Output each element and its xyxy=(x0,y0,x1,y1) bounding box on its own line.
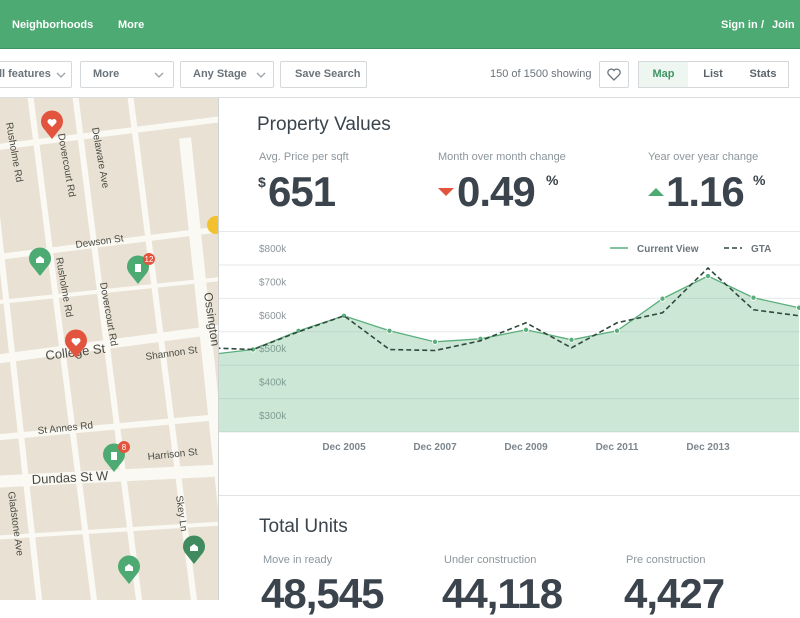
x-tick-label: Dec 2011 xyxy=(596,442,639,453)
stat-label: Avg. Price per sqft xyxy=(259,151,349,163)
badge-count: 8 xyxy=(122,443,127,452)
stat-label: Year over year change xyxy=(648,151,759,163)
save-search-button[interactable]: Save Search xyxy=(280,61,367,88)
data-point xyxy=(750,294,757,301)
button-text: Save Search xyxy=(295,68,361,80)
sign-in-link[interactable]: Sign in xyxy=(721,19,758,31)
stat-label: Pre construction xyxy=(626,554,706,566)
data-point xyxy=(431,338,438,345)
separator: / xyxy=(761,19,765,31)
x-tick-label: Dec 2005 xyxy=(322,442,366,453)
map[interactable]: Rusholme Rd Dovercourt Rd Delaware Ave D… xyxy=(0,98,219,600)
badge xyxy=(118,441,130,453)
y-tick-label: $800k xyxy=(259,244,287,255)
badge-count: 12 xyxy=(145,255,154,264)
pin[interactable] xyxy=(127,255,149,284)
join-link[interactable]: Join xyxy=(772,19,795,31)
stat-label: Move in ready xyxy=(263,554,333,566)
y-tick-label: $700k xyxy=(259,277,287,288)
street-label: Harrison St xyxy=(147,447,198,463)
view-tab[interactable]: Stats xyxy=(738,61,789,88)
street-label: Dundas St W xyxy=(31,468,109,487)
line-chart: $300k $400k $500k $600k $700k $800k Dec 2005 De… xyxy=(219,244,800,453)
filter-text: More xyxy=(93,68,120,80)
street-label: Gladstone Ave xyxy=(5,491,25,557)
y-tick-label: $400k xyxy=(259,378,287,389)
street-label: Shannon St xyxy=(145,345,199,363)
street-label: Dovercourt Rd xyxy=(55,133,77,198)
nav-link[interactable]: More xyxy=(118,19,145,31)
streets xyxy=(0,98,218,600)
data-point xyxy=(568,336,575,343)
chevron xyxy=(256,72,266,78)
stat-value: 44,118 xyxy=(442,570,563,617)
stat-suffix: % xyxy=(753,172,766,188)
data-point xyxy=(704,273,711,280)
filter-dropdown[interactable]: More xyxy=(80,61,174,88)
chevron xyxy=(56,72,66,78)
stat-value: 48,545 xyxy=(261,570,384,617)
up-arrow xyxy=(648,188,664,196)
area xyxy=(219,276,799,432)
series-line xyxy=(219,266,800,352)
chevron xyxy=(154,72,164,78)
data-point xyxy=(659,295,666,302)
pin[interactable] xyxy=(65,329,87,358)
filter-text: Any Stage xyxy=(193,68,247,80)
pin[interactable] xyxy=(183,535,205,564)
y-tick-label: $600k xyxy=(259,311,287,322)
data-point xyxy=(796,304,800,311)
data-point xyxy=(613,327,620,334)
street-label: Rusholme Rd xyxy=(3,122,24,184)
section-title: Property Values xyxy=(257,114,391,135)
view-tab[interactable]: Map xyxy=(638,61,689,88)
view-tab[interactable]: List xyxy=(688,61,739,88)
legend-label: Current View xyxy=(637,244,699,255)
result-count: 150 of 1500 showing xyxy=(490,68,592,80)
map-canvas: Rusholme Rd Dovercourt Rd Delaware Ave D… xyxy=(0,98,218,600)
x-tick-label: Dec 2007 xyxy=(413,442,457,453)
y-tick-label: $500k xyxy=(259,344,287,355)
chevrons xyxy=(56,72,266,78)
y-tick-label: $300k xyxy=(259,411,287,422)
pin[interactable] xyxy=(29,247,51,276)
stat-value: 651 xyxy=(268,168,336,215)
favorite-button[interactable] xyxy=(599,61,629,88)
street-label: St Annes Rd xyxy=(37,420,93,437)
x-tick-label: Dec 2013 xyxy=(686,442,730,453)
pin[interactable] xyxy=(118,555,140,584)
divider xyxy=(219,495,800,496)
heart-icon xyxy=(607,68,621,81)
pin[interactable] xyxy=(41,110,63,139)
pin[interactable] xyxy=(207,216,218,234)
legend-label: GTA xyxy=(751,244,771,255)
divider xyxy=(219,231,800,232)
stat-value: 0.49 xyxy=(457,168,536,215)
series-line xyxy=(219,275,800,355)
data-point xyxy=(386,327,393,334)
data-point xyxy=(522,326,529,333)
stat-value: 4,427 xyxy=(624,570,725,617)
stat-suffix: % xyxy=(546,172,559,188)
badge xyxy=(143,253,155,265)
down-arrow xyxy=(438,188,454,196)
stat-label: Under construction xyxy=(444,554,537,566)
filter-text: All features xyxy=(0,68,51,80)
street-label: Dewson St xyxy=(75,233,125,251)
x-tick-label: Dec 2009 xyxy=(504,442,548,453)
stat-label: Month over month change xyxy=(438,151,566,163)
street-label: Skey Ln xyxy=(173,495,189,532)
filter-dropdown[interactable]: All features xyxy=(0,61,72,88)
nav-link[interactable]: Neighborhoods xyxy=(12,19,94,31)
top-nav: Neighborhoods More Sign in / Join xyxy=(0,0,800,49)
section-title: Total Units xyxy=(259,516,348,537)
stat-value: 1.16 xyxy=(666,168,745,215)
pins: 12 8 xyxy=(29,110,218,584)
stat-prefix: $ xyxy=(258,174,266,190)
